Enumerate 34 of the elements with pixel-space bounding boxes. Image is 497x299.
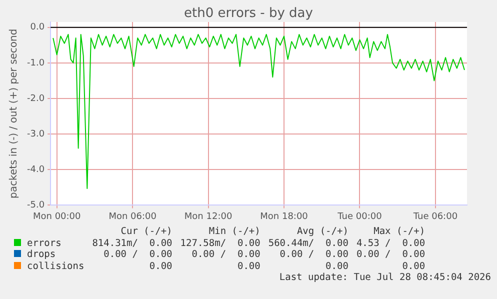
x-tick-label: Mon 18:00 [260, 212, 308, 222]
y-tick-label: 0.0 [30, 22, 45, 33]
text: Cur (-/+) [120, 226, 174, 238]
x-tick-label: Mon 12:00 [184, 212, 232, 222]
y-tick-label: -1.0 [27, 58, 45, 68]
x-tick-label: Tue 06:00 [412, 212, 458, 222]
y-axis-title: packets in (-) / out (+) per second [8, 28, 20, 198]
text: Min (-/+) [208, 226, 262, 238]
text: 0.00 / 0.00 [355, 249, 426, 260]
x-tick-label: Mon 06:00 [108, 212, 157, 222]
text: 0.00 [148, 260, 174, 272]
legend-label: drops [26, 249, 57, 260]
text: 4.53 / 0.00 [355, 238, 426, 249]
y-tick-label: -5.0 [27, 200, 45, 211]
text: 0.00 / 0.00 [278, 249, 350, 260]
y-tick-label: -4.0 [27, 164, 45, 175]
x-tick-label: Mon 00:00 [32, 212, 82, 222]
text: 0.00 / 0.00 [102, 249, 174, 260]
text: 814.31m/ 0.00 [91, 238, 174, 249]
text: 0.00 [401, 260, 426, 272]
text: Max (-/+) [372, 226, 426, 238]
y-tick-label: -2.0 [27, 94, 45, 104]
y-tick-label: -3.0 [27, 129, 45, 140]
text: Last update: Tue Jul 28 08:45:04 2026 [279, 272, 491, 283]
text: 0.00 / 0.00 [190, 249, 262, 260]
legend-label: collisions [26, 260, 86, 272]
text: 127.58m/ 0.00 [179, 238, 262, 249]
chart-title: eth0 errors - by day [183, 6, 314, 21]
text: 560.44m/ 0.00 [267, 238, 350, 249]
legend-label: errors [26, 238, 62, 249]
text: 0.00 [236, 260, 262, 272]
x-tick-label: Tue 00:00 [336, 212, 382, 222]
text: 0.00 [324, 260, 350, 272]
text: Avg (-/+) [296, 226, 350, 238]
